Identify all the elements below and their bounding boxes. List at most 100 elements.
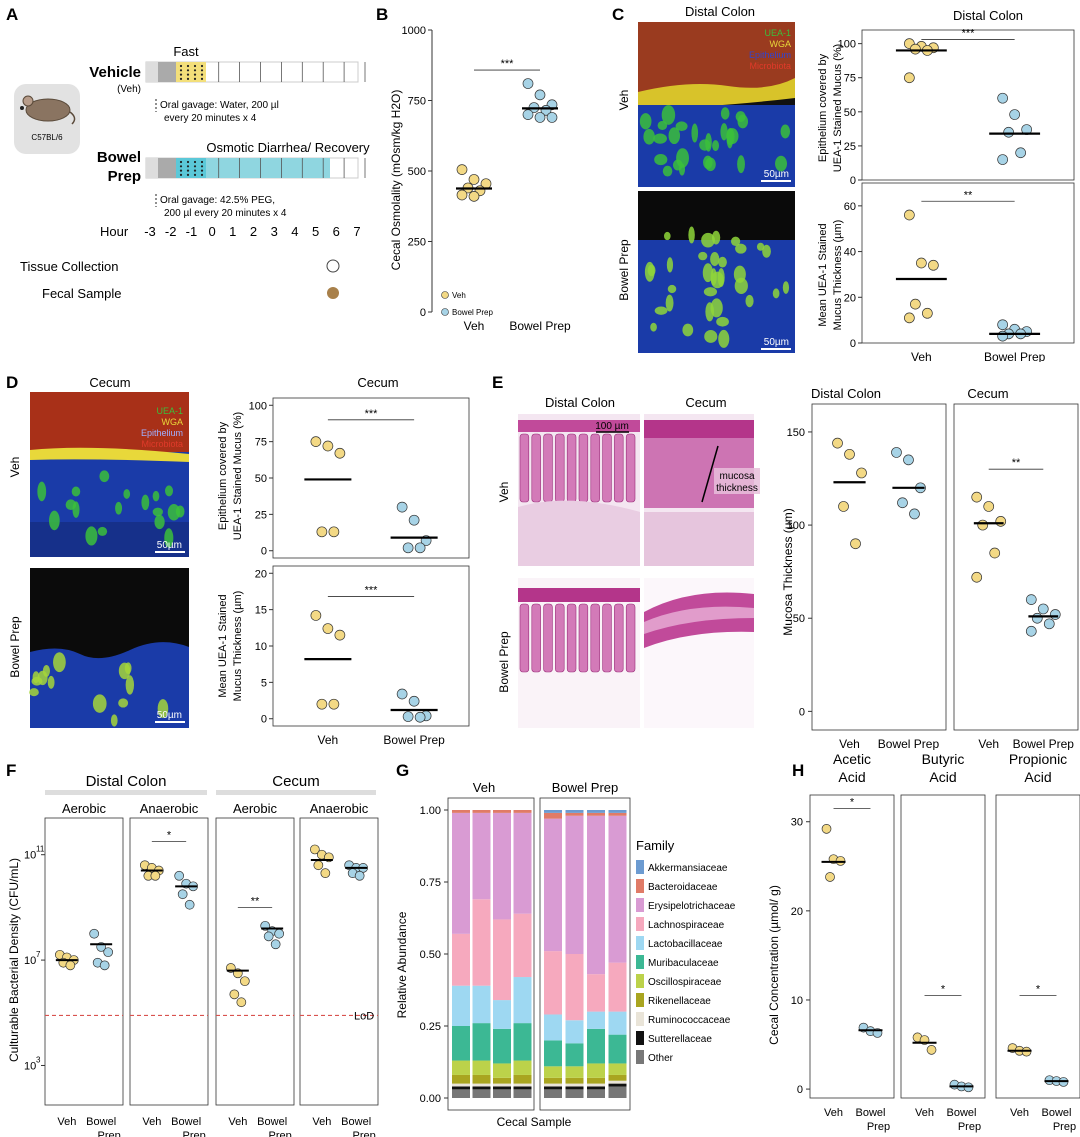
gavage-dot bbox=[200, 77, 204, 80]
gavage-dot bbox=[200, 169, 204, 172]
data-point-prep bbox=[1049, 609, 1061, 620]
tissue-collection-marker bbox=[326, 259, 340, 273]
gland-texture bbox=[125, 675, 135, 695]
vehicle-note-line2: every 20 minutes x 4 bbox=[164, 113, 257, 124]
panel-d-row-veh: Veh bbox=[8, 457, 22, 478]
gland-texture bbox=[718, 256, 727, 268]
legend-family-label: Ruminococcaceae bbox=[648, 1015, 731, 1026]
hour-tick-label: 4 bbox=[291, 224, 298, 239]
data-point-prep bbox=[909, 508, 920, 520]
stacked-bar-segment bbox=[544, 951, 562, 1015]
data-point-veh bbox=[468, 174, 480, 185]
y-tick-label: 100 bbox=[787, 520, 805, 532]
legend-family-label: Oscillospiraceae bbox=[648, 977, 722, 988]
data-point-veh bbox=[928, 259, 939, 271]
gland-texture bbox=[775, 155, 788, 172]
x-category-label: Prep bbox=[1053, 1121, 1076, 1133]
gland-texture bbox=[735, 243, 747, 254]
x-category-label: Prep bbox=[98, 1130, 121, 1137]
gland-texture bbox=[703, 287, 718, 297]
gland-texture bbox=[99, 470, 110, 483]
significance-star: * bbox=[1036, 984, 1041, 996]
crypt-texture bbox=[602, 433, 612, 503]
x-category-label: Bowel Prep bbox=[509, 319, 571, 333]
panel-f-group-distal: Distal Colon bbox=[86, 773, 167, 790]
x-category-label: Veh bbox=[57, 1116, 76, 1128]
y-tick-label: 20 bbox=[255, 568, 267, 580]
facet-label: Anaerobic bbox=[140, 801, 199, 816]
data-point-prep bbox=[1031, 612, 1043, 624]
data-point-prep bbox=[1003, 126, 1014, 138]
gland-texture bbox=[37, 481, 47, 502]
hour-tick-label: 5 bbox=[312, 224, 319, 239]
x-category-label: Veh bbox=[824, 1107, 843, 1119]
vehicle-sublabel: (Veh) bbox=[117, 84, 141, 95]
stacked-bar-segment bbox=[472, 810, 491, 813]
legend-d-epithelium: Epithelium bbox=[141, 428, 183, 438]
legend-family-label: Other bbox=[648, 1053, 674, 1064]
gland-texture bbox=[110, 714, 118, 727]
stacked-bar-segment bbox=[513, 810, 532, 813]
legend-swatch bbox=[636, 917, 644, 931]
y-tick-label: 50 bbox=[844, 107, 856, 119]
facet-frame bbox=[809, 794, 895, 1099]
panel-g: G Veh Bowel Prep Relative Abundance Ceca… bbox=[395, 761, 736, 1129]
crypt-texture bbox=[555, 433, 565, 503]
hour-tick-label: 7 bbox=[353, 224, 360, 239]
stacked-bar-segment bbox=[472, 812, 491, 900]
gland-texture bbox=[780, 124, 791, 139]
y-tick-label: 750 bbox=[408, 96, 426, 108]
panel-e-scale-label: 100 µm bbox=[595, 421, 629, 432]
stacked-bar-segment bbox=[565, 1089, 584, 1098]
data-point-prep bbox=[263, 931, 274, 942]
gavage-dot bbox=[186, 73, 190, 76]
crypt-texture bbox=[590, 603, 600, 673]
plot-frame bbox=[861, 182, 1075, 344]
hour-tick-label: -3 bbox=[144, 224, 156, 239]
data-point-veh bbox=[316, 698, 328, 710]
x-category-label: Bowel bbox=[257, 1116, 287, 1128]
legend-swatch bbox=[636, 1012, 644, 1026]
panel-d-chart-title: Cecum bbox=[357, 375, 398, 390]
stacked-bar-segment bbox=[587, 810, 605, 813]
gland-texture bbox=[175, 505, 185, 518]
x-category-label: Prep bbox=[183, 1130, 206, 1137]
panel-g-group-veh: Veh bbox=[473, 780, 495, 795]
hour-tick-label: 3 bbox=[271, 224, 278, 239]
panel-letter-g: G bbox=[396, 761, 409, 780]
gavage-dot bbox=[193, 73, 197, 76]
gland-texture bbox=[710, 271, 724, 289]
gavage-dot bbox=[193, 69, 197, 72]
legend-swatch bbox=[636, 898, 644, 912]
y-tick-label: 50 bbox=[793, 613, 805, 625]
legend-family-label: Erysipelotrichaceae bbox=[648, 901, 736, 912]
data-point-prep bbox=[522, 109, 534, 120]
y-tick-label: 0.50 bbox=[420, 949, 441, 961]
data-point-veh bbox=[904, 72, 915, 84]
y-tick-label: 0 bbox=[261, 714, 267, 726]
gland-texture bbox=[42, 664, 51, 677]
crypt-texture bbox=[519, 433, 530, 503]
stacked-bar-segment bbox=[587, 815, 605, 975]
y-tick-label: 100 bbox=[249, 400, 267, 412]
legend-swatch bbox=[636, 974, 644, 988]
facet-label: Acid bbox=[929, 769, 956, 785]
data-point-veh bbox=[236, 997, 247, 1008]
gland-texture bbox=[654, 306, 668, 315]
data-point-prep bbox=[270, 939, 281, 950]
vehicle-label: Vehicle bbox=[89, 64, 141, 81]
stacked-bar-segment bbox=[513, 1086, 532, 1090]
stacked-bar-segment bbox=[544, 1083, 562, 1087]
gland-texture bbox=[141, 494, 150, 511]
significance-stars: * bbox=[167, 830, 172, 842]
osmotic-phase-label: Osmotic Diarrhea/ Recovery bbox=[206, 140, 370, 155]
data-point-veh bbox=[229, 989, 240, 1000]
gland-texture bbox=[772, 288, 780, 299]
stacked-bar-segment bbox=[493, 1077, 511, 1084]
crypt-texture bbox=[578, 603, 589, 673]
data-point-prep bbox=[1025, 625, 1037, 637]
panel-d-top-plot: 100 75 50 25 0 *** bbox=[249, 397, 470, 559]
stacked-bar-segment bbox=[544, 1040, 562, 1067]
panel-e-facet-distal: Distal Colon bbox=[811, 386, 881, 401]
gland-texture bbox=[644, 261, 655, 282]
